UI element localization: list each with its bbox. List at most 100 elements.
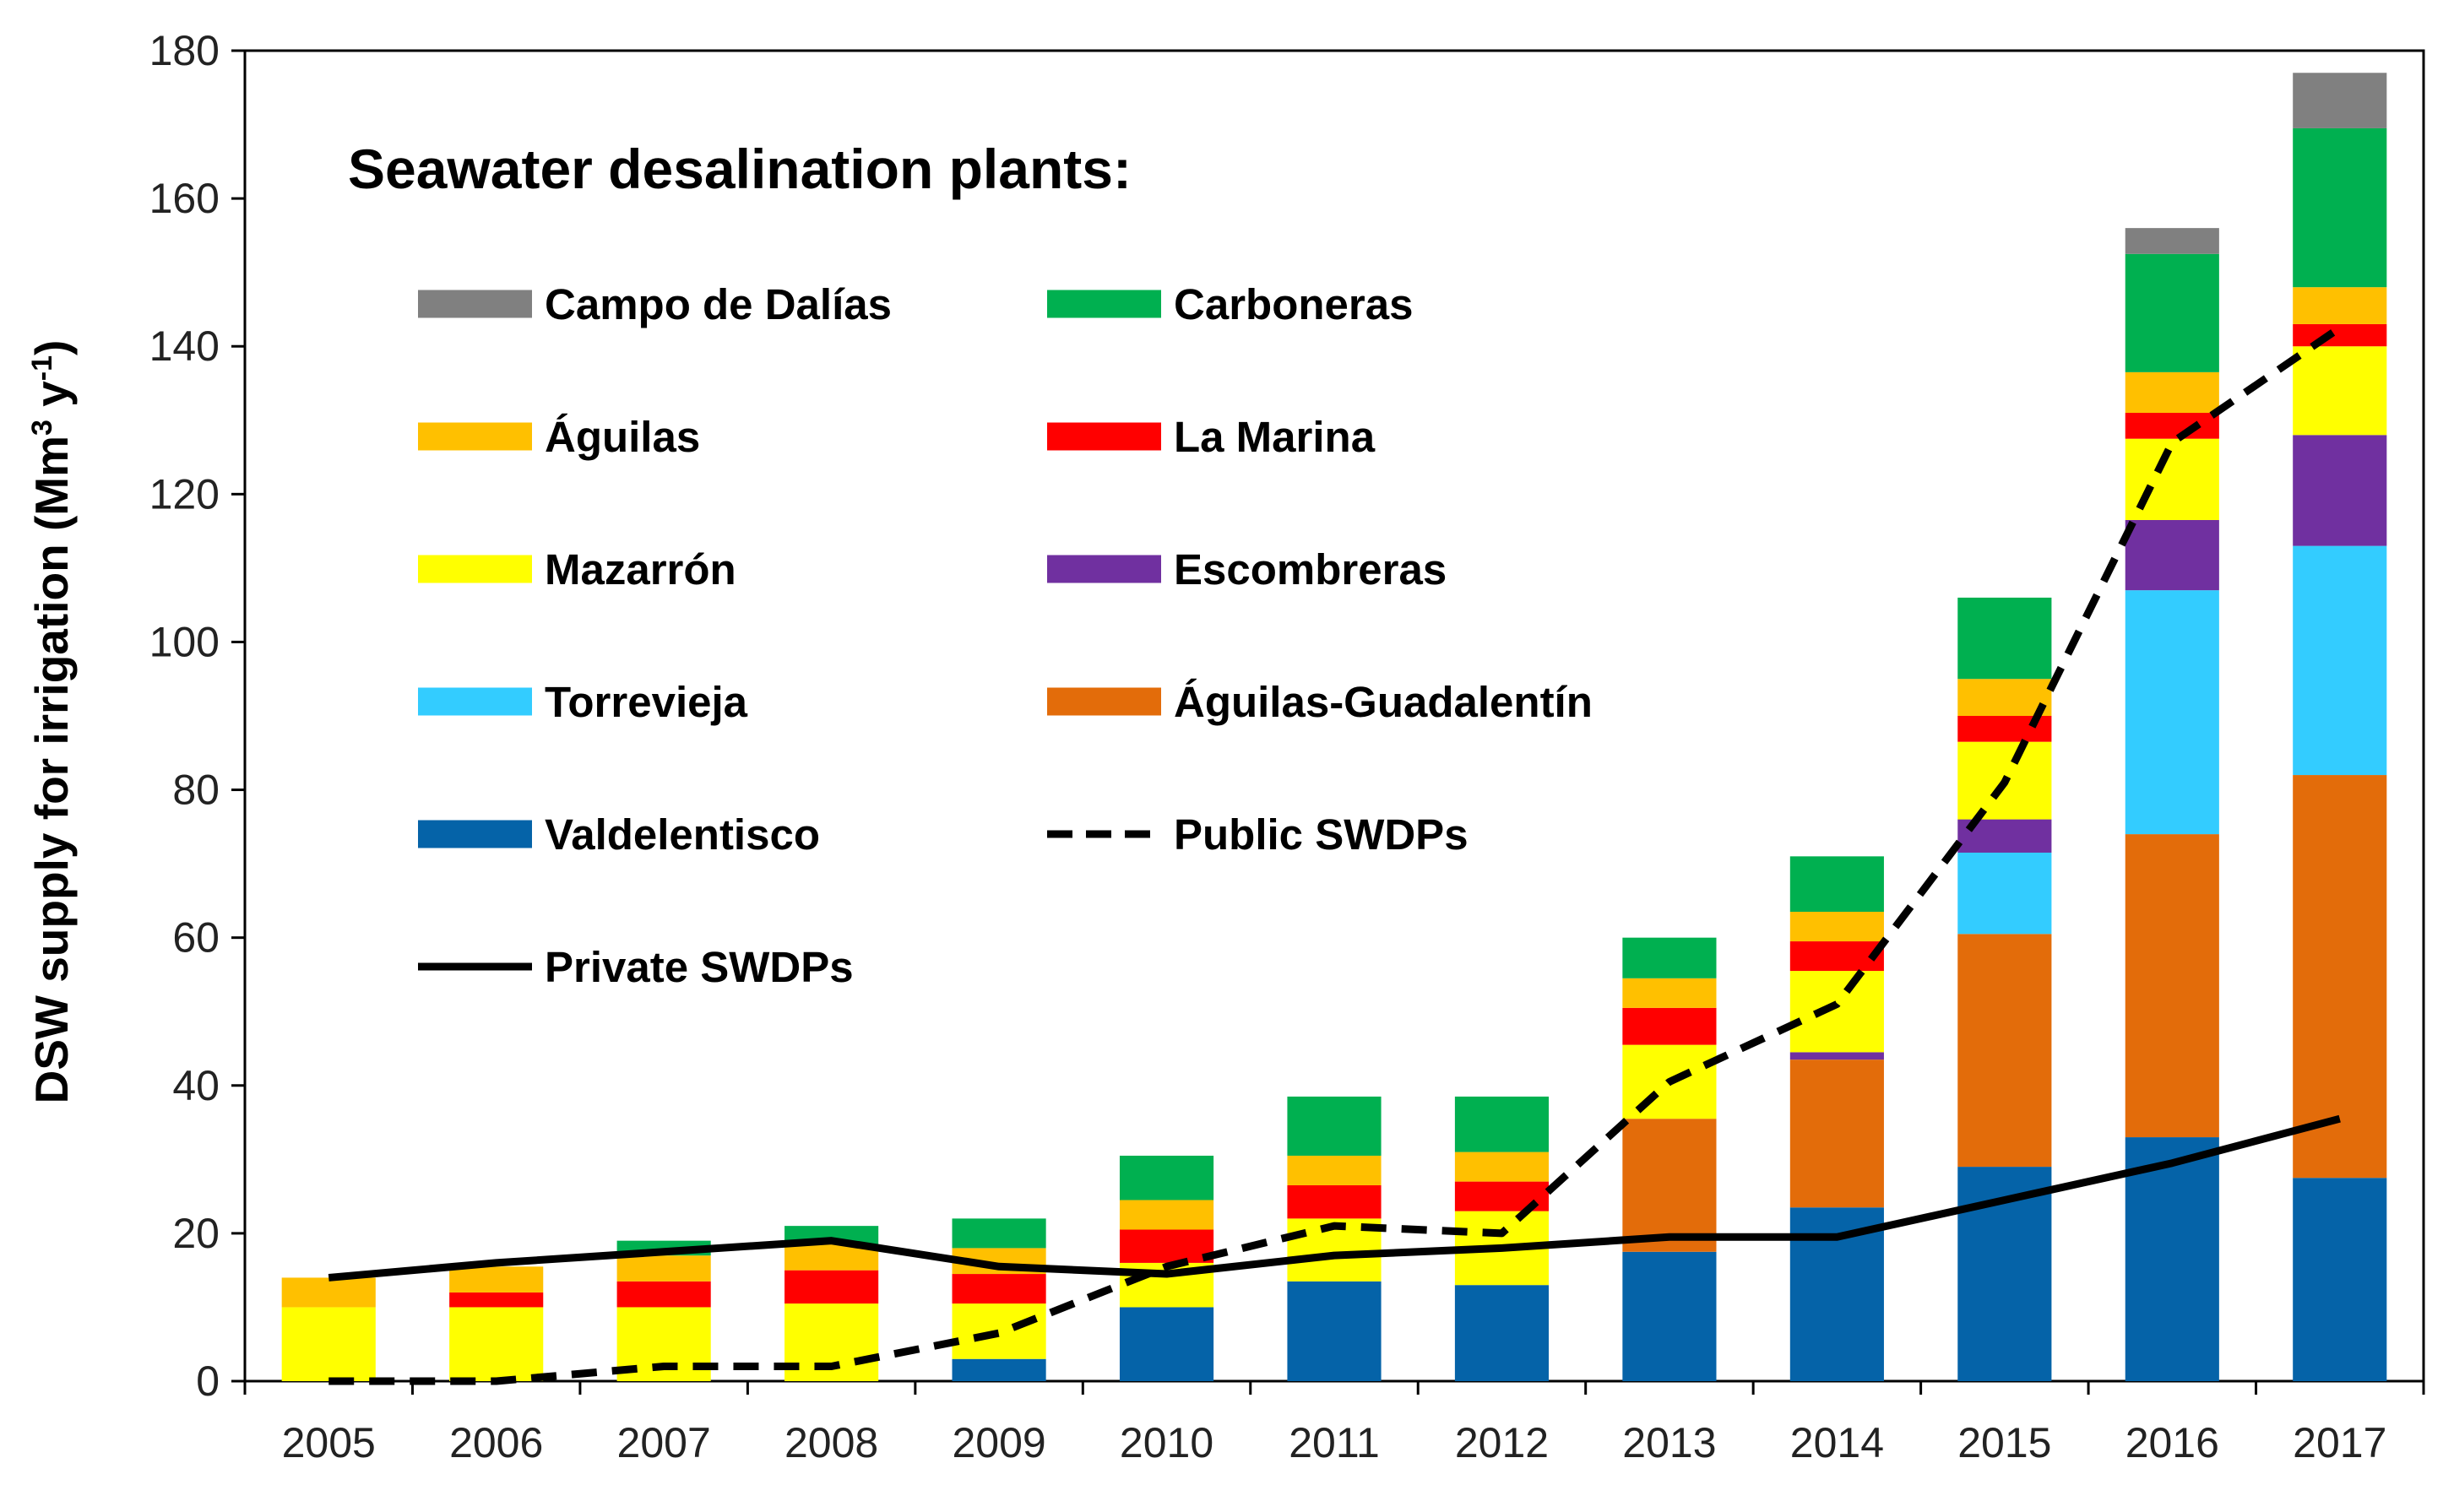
legend-swatch-mazarr-n	[418, 555, 532, 583]
bar-segment-valdelentisco-2012	[1454, 1285, 1550, 1381]
bar-segment-valdelentisco-2013	[1622, 1251, 1717, 1381]
bar-segment-carboneras-2010	[1119, 1155, 1214, 1200]
bar-segment-carboneras-2011	[1287, 1096, 1382, 1156]
bar-segment-la-marina-2013	[1622, 1007, 1717, 1045]
legend-swatch-torrevieja	[418, 687, 532, 716]
bar-segment--guilas-2010	[1119, 1200, 1214, 1230]
bar-segment--guilas-guadalent-n-2015	[1957, 934, 2052, 1168]
bar-segment--guilas-guadalent-n-2016	[2125, 834, 2219, 1138]
legend-label-carboneras: Carboneras	[1174, 280, 1413, 328]
bar-segment-valdelentisco-2011	[1287, 1281, 1382, 1381]
y-tick-label: 0	[196, 1358, 220, 1405]
bar-segment-la-marina-2008	[784, 1270, 879, 1304]
x-tick-label: 2017	[2293, 1419, 2386, 1466]
x-tick-label: 2008	[784, 1419, 878, 1466]
bar-segment-carboneras-2014	[1789, 856, 1884, 913]
bar-segment--guilas-2016	[2125, 371, 2219, 414]
bar-segment-escombreras-2017	[2293, 435, 2387, 546]
bar-segment--guilas-2005	[281, 1277, 376, 1308]
y-tick-label: 160	[149, 175, 220, 222]
legend-label--guilas: Águilas	[545, 413, 700, 461]
bar-segment--guilas-2014	[1789, 912, 1884, 942]
bar-segment-campo-de-dal-as-2016	[2125, 228, 2219, 254]
bar-segment-la-marina-2017	[2293, 323, 2387, 347]
y-tick-label: 20	[172, 1210, 220, 1257]
x-tick-label: 2007	[617, 1419, 711, 1466]
bar-segment-valdelentisco-2016	[2125, 1137, 2219, 1381]
bar-segment-valdelentisco-2010	[1119, 1307, 1214, 1381]
bar-segment--guilas-2017	[2293, 287, 2387, 324]
bar-stacks	[281, 73, 2387, 1381]
legend-swatch--guilas	[418, 422, 532, 451]
legend-swatch--guilas-guadalent-n	[1047, 687, 1161, 716]
bar-segment-mazarr-n-2017	[2293, 346, 2387, 436]
bar-segment-valdelentisco-2017	[2293, 1178, 2387, 1381]
y-axis-label-sup2: -1	[26, 355, 58, 381]
legend-swatch-campo-de-dal-as	[418, 290, 532, 318]
bar-segment-torrevieja-2016	[2125, 590, 2219, 835]
line-public-swdps	[328, 324, 2343, 1385]
x-tick-label: 2015	[1957, 1419, 2051, 1466]
y-axis: 0 20 40 60 80 100 120 140 160 180	[149, 27, 245, 1405]
legend-label-la-marina: La Marina	[1174, 413, 1376, 461]
legend-label-torrevieja: Torrevieja	[545, 678, 748, 726]
legend-label-escombreras: Escombreras	[1174, 545, 1447, 593]
legend-label--guilas-guadalent-n: Águilas-Guadalentín	[1174, 678, 1593, 726]
y-tick-label: 180	[149, 27, 220, 74]
bar-segment-mazarr-n-2005	[281, 1307, 376, 1381]
bar-segment-mazarr-n-2014	[1789, 971, 1884, 1053]
legend-label-mazarr-n: Mazarrón	[545, 545, 736, 593]
bar-segment--guilas-guadalent-n-2017	[2293, 775, 2387, 1179]
y-axis-label-main: DSW supply for irrigation (Mm	[25, 436, 78, 1103]
bar-segment-la-marina-2006	[449, 1292, 544, 1308]
bar-segment-torrevieja-2015	[1957, 852, 2052, 935]
legend-label-campo-de-dal-as: Campo de Dalías	[545, 280, 892, 328]
y-tick-label: 60	[172, 914, 220, 962]
bar-segment-carboneras-2012	[1454, 1096, 1550, 1152]
legend-label-valdelentisco: Valdelentisco	[545, 810, 820, 859]
legend-label-public-swdps: Public SWDPs	[1174, 810, 1469, 859]
bar-segment-mazarr-n-2009	[952, 1303, 1046, 1359]
bar-segment--guilas-2013	[1622, 978, 1717, 1008]
bar-segment-escombreras-2014	[1789, 1052, 1884, 1060]
bar-segment--guilas-2015	[1957, 679, 2052, 716]
bar-segment-la-marina-2009	[952, 1274, 1046, 1304]
bar-segment-escombreras-2016	[2125, 519, 2219, 591]
y-axis-label-sup1: 3	[26, 420, 58, 436]
bar-segment-la-marina-2010	[1119, 1229, 1214, 1263]
bar-segment--guilas-guadalent-n-2014	[1789, 1059, 1884, 1208]
legend-swatch-carboneras	[1047, 290, 1161, 318]
x-tick-label: 2012	[1455, 1419, 1549, 1466]
bar-segment-valdelentisco-2009	[952, 1358, 1046, 1381]
bar-segment-la-marina-2016	[2125, 413, 2219, 439]
x-tick-label: 2006	[449, 1419, 543, 1466]
bar-segment--guilas-2011	[1287, 1155, 1382, 1185]
bar-segment--guilas-guadalent-n-2013	[1622, 1119, 1717, 1252]
x-tick-label: 2013	[1622, 1419, 1716, 1466]
y-tick-label: 120	[149, 470, 220, 518]
bar-segment-torrevieja-2017	[2293, 545, 2387, 776]
y-tick-label: 80	[172, 767, 220, 814]
y-tick-label: 40	[172, 1062, 220, 1109]
legend: Seawater desalination plants: Campo de D…	[348, 138, 1593, 991]
bar-segment-carboneras-2017	[2293, 127, 2387, 288]
x-tick-label: 2005	[282, 1419, 376, 1466]
bar-segment-carboneras-2013	[1622, 937, 1717, 978]
bar-segment--guilas-2007	[616, 1255, 711, 1282]
bar-segment--guilas-2012	[1454, 1152, 1550, 1182]
bar-segment-carboneras-2009	[952, 1218, 1046, 1249]
bar-segment-mazarr-n-2006	[449, 1307, 544, 1381]
legend-swatch-la-marina	[1047, 422, 1161, 451]
y-axis-label: DSW supply for irrigation (Mm3 y-1)	[25, 340, 78, 1104]
bar-segment-carboneras-2016	[2125, 253, 2219, 372]
x-tick-label: 2010	[1120, 1419, 1213, 1466]
x-axis: 2005 2006 2007 2008 2009 2010 2011 2012 2013 2014…	[243, 1381, 2425, 1466]
bar-segment-campo-de-dal-as-2017	[2293, 73, 2387, 128]
trend-lines	[328, 324, 2343, 1385]
y-tick-label: 100	[149, 618, 220, 665]
legend-label-private-swdps: Private SWDPs	[545, 943, 854, 991]
bar-segment-la-marina-2014	[1789, 941, 1884, 972]
y-tick-label: 140	[149, 322, 220, 370]
x-tick-label: 2011	[1289, 1419, 1380, 1466]
